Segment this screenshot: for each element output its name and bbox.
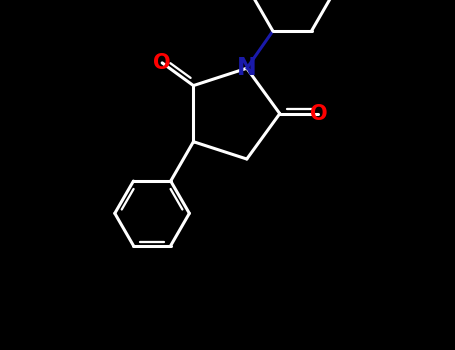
Text: O: O <box>153 53 171 73</box>
Text: O: O <box>309 104 327 124</box>
Text: N: N <box>237 56 257 80</box>
